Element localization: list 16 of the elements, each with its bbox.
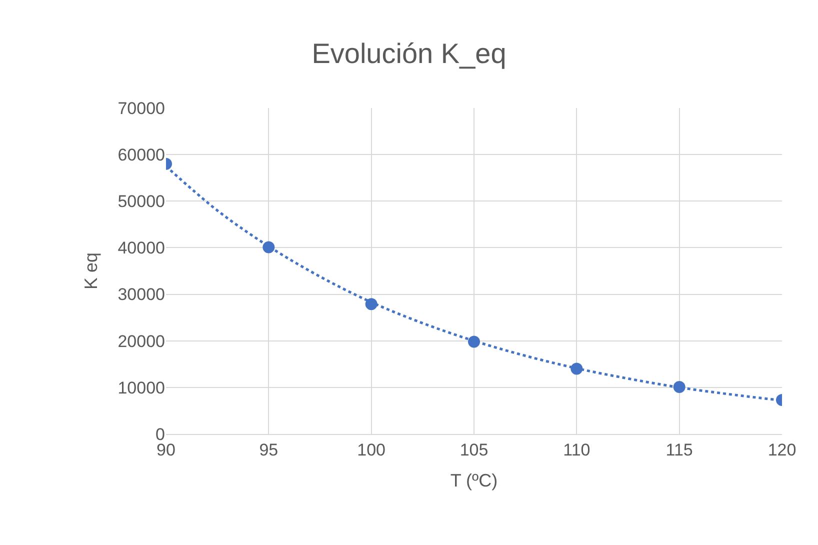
y-tick-label: 50000	[118, 192, 165, 212]
y-tick-label: 70000	[118, 98, 165, 118]
x-axis-title: T (ºC)	[450, 470, 498, 490]
x-tick-label: 105	[460, 440, 488, 460]
y-tick-label: 10000	[118, 378, 165, 398]
y-tick-label: 60000	[118, 146, 165, 165]
x-tick-label: 120	[768, 440, 796, 460]
x-tick-label: 95	[259, 440, 278, 460]
y-tick-label: 20000	[118, 332, 165, 351]
y-axis-title: K eq	[80, 252, 101, 290]
chart-title: Evolución K_eq	[312, 38, 506, 70]
x-tick-label: 115	[666, 440, 693, 460]
x-tick-label: 100	[357, 440, 386, 460]
y-tick-label: 40000	[118, 238, 165, 258]
x-tick-label: 110	[563, 440, 590, 460]
y-tick-label: 30000	[118, 285, 165, 304]
